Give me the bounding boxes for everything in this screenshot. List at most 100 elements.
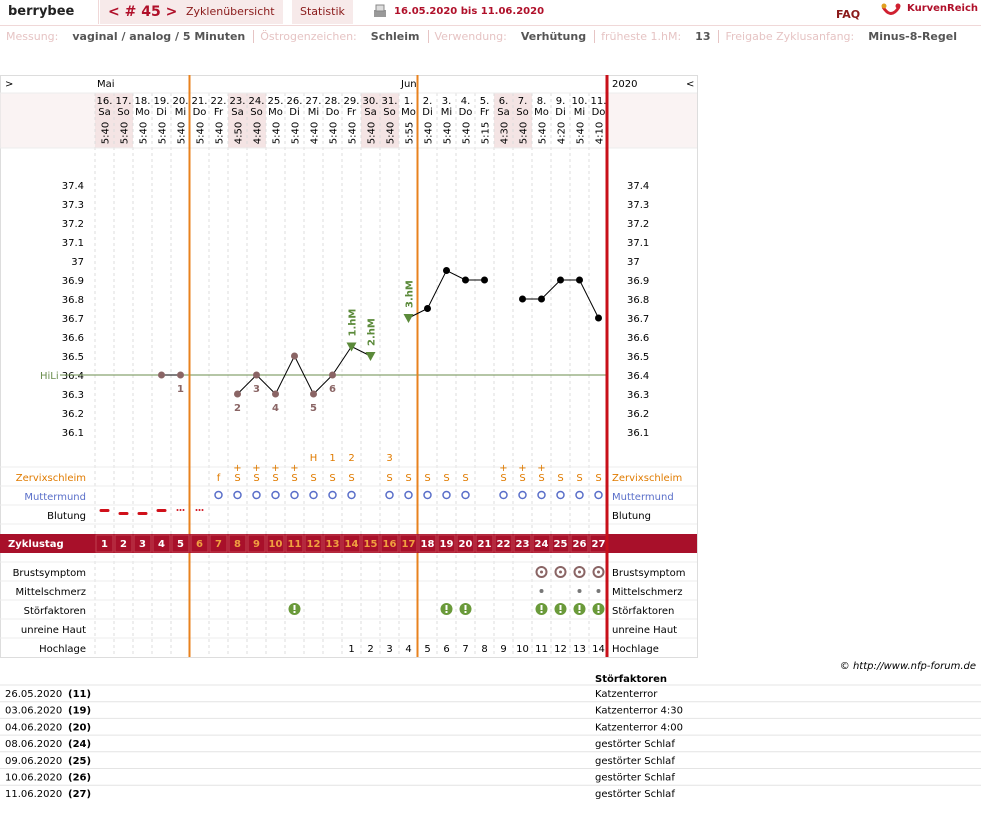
nav-link[interactable]: Zyklenübersicht xyxy=(178,0,283,24)
y-tick-label-right: 36.3 xyxy=(627,390,649,401)
cycle-day-box xyxy=(304,534,323,553)
cycle-day: 4 xyxy=(158,539,165,550)
faq-link[interactable]: FAQ xyxy=(836,8,861,21)
weekend-shade xyxy=(114,93,133,148)
note-day: (19) xyxy=(68,706,91,717)
point-label: 3 xyxy=(253,384,260,395)
y-tick-label-right: 36.9 xyxy=(627,276,649,287)
cycle-day-box xyxy=(114,534,133,553)
cervix-icon xyxy=(404,490,413,500)
note-day: (27) xyxy=(68,789,91,800)
note-day: (26) xyxy=(68,773,91,784)
date-label: 4. xyxy=(461,96,471,107)
row-label: Zervixschleim xyxy=(16,473,86,484)
breast-icon-dot xyxy=(559,570,562,574)
cycle-day: 7 xyxy=(215,539,222,550)
y-tick-label: 37.1 xyxy=(62,238,84,249)
note-day: (11) xyxy=(68,689,91,700)
mucus-symbol: S xyxy=(595,473,601,484)
hm-label: 3.hM xyxy=(405,280,416,308)
mucus-symbol: S xyxy=(443,473,449,484)
print-icon[interactable] xyxy=(372,4,388,20)
note-text: gestörter Schlaf xyxy=(595,789,675,800)
y-tick-label-right: 36.1 xyxy=(627,428,649,439)
cervix-icon xyxy=(442,490,451,500)
month-label: Mai xyxy=(97,79,115,90)
cervix-icon xyxy=(252,490,261,500)
disturb-mark xyxy=(293,605,296,610)
high-day: 12 xyxy=(554,644,567,655)
high-day: 2 xyxy=(367,644,373,655)
mucus-symbol: S xyxy=(500,473,506,484)
cycle-day: 17 xyxy=(402,539,416,550)
mucus-symbol: S xyxy=(291,473,297,484)
time-label: 5:40 xyxy=(101,122,112,144)
note-date: 09.06.2020 xyxy=(5,756,62,767)
row-label: Zyklustag xyxy=(8,539,64,550)
high-day: 1 xyxy=(348,644,354,655)
cycle-day-box xyxy=(361,534,380,553)
cycle-day: 9 xyxy=(253,539,260,550)
row-label: Störfaktoren xyxy=(24,606,86,617)
date-label: 18. xyxy=(135,96,151,107)
cycle-nav[interactable]: < # 45 > xyxy=(100,0,186,24)
y-tick-label-right: 36.2 xyxy=(627,409,649,420)
time-label: 4:10 xyxy=(595,122,606,144)
cycle-day: 26 xyxy=(573,539,587,550)
time-label: 5:40 xyxy=(291,122,302,144)
row-label-right: Brustsymptom xyxy=(612,568,685,579)
cycle-day: 2 xyxy=(120,539,127,550)
nav-prev[interactable]: > xyxy=(5,79,13,90)
mucus-symbol: S xyxy=(386,473,392,484)
cycle-day: 3 xyxy=(139,539,146,550)
weekday-label: Sa xyxy=(364,107,376,118)
copyright: © http://www.nfp-forum.de xyxy=(840,661,976,672)
date-label: 22. xyxy=(211,96,227,107)
weekday-label: So xyxy=(250,107,262,118)
year: 2020 xyxy=(612,79,637,90)
cycle-day: 12 xyxy=(307,539,321,550)
weekday-label: Do xyxy=(193,107,207,118)
bleeding-icon xyxy=(118,512,129,515)
weekday-label: Sa xyxy=(98,107,110,118)
time-label: 5:15 xyxy=(481,122,492,144)
high-day: 8 xyxy=(481,644,487,655)
mucus-symbol: S xyxy=(576,473,582,484)
note-day: (25) xyxy=(68,756,91,767)
nav-link[interactable]: Statistik xyxy=(292,0,353,24)
mucus-symbol: S xyxy=(253,473,259,484)
disturb-dot xyxy=(464,611,467,613)
time-label: 5:40 xyxy=(367,122,378,144)
y-tick-label: 36.2 xyxy=(62,409,84,420)
high-day: 14 xyxy=(592,644,605,655)
weekday-label: Di xyxy=(422,107,432,118)
date-label: 30. xyxy=(363,96,379,107)
date-label: 19. xyxy=(154,96,170,107)
cycle-day: 1 xyxy=(101,539,108,550)
brand[interactable]: KurvenReich xyxy=(907,3,979,14)
point-label: 2 xyxy=(234,403,241,414)
time-label: 5:40 xyxy=(386,122,397,144)
logo-icon xyxy=(881,3,901,15)
cervix-icon xyxy=(271,490,280,500)
high-day: 9 xyxy=(500,644,506,655)
hm-point xyxy=(346,342,357,352)
row-label: Muttermund xyxy=(24,492,86,503)
y-tick-label-right: 37.1 xyxy=(627,238,649,249)
weekday-label: Mo xyxy=(268,107,283,118)
weekday-label: Mi xyxy=(308,107,319,118)
high-day: 5 xyxy=(424,644,430,655)
temp-point xyxy=(291,352,298,360)
setting-label: Messung: xyxy=(6,30,59,43)
cycle-day-box xyxy=(456,534,475,553)
pain-icon xyxy=(539,589,544,593)
cycle-day-box xyxy=(475,534,494,553)
date-label: 9. xyxy=(556,96,566,107)
temp-point xyxy=(310,390,317,398)
disturb-mark xyxy=(464,605,467,610)
y-tick-label: 37 xyxy=(71,257,84,268)
date-label: 1. xyxy=(404,96,414,107)
breast-icon xyxy=(592,566,605,578)
temp-point xyxy=(519,295,526,303)
temp-point xyxy=(538,295,545,303)
